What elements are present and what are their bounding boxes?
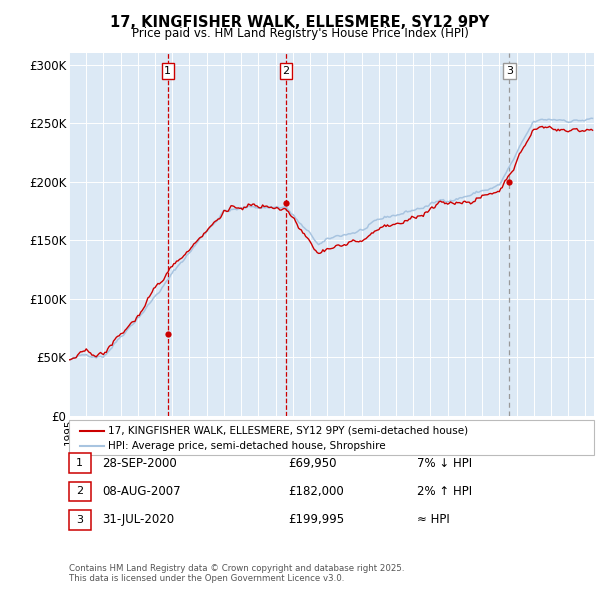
Text: £182,000: £182,000 [288,485,344,498]
Text: £69,950: £69,950 [288,457,337,470]
Text: £199,995: £199,995 [288,513,344,526]
Text: 17, KINGFISHER WALK, ELLESMERE, SY12 9PY (semi-detached house): 17, KINGFISHER WALK, ELLESMERE, SY12 9PY… [108,426,468,435]
Text: 1: 1 [76,458,83,468]
Text: ≈ HPI: ≈ HPI [417,513,450,526]
Text: 08-AUG-2007: 08-AUG-2007 [102,485,181,498]
Text: 3: 3 [76,515,83,525]
Text: HPI: Average price, semi-detached house, Shropshire: HPI: Average price, semi-detached house,… [108,441,386,451]
Text: Contains HM Land Registry data © Crown copyright and database right 2025.
This d: Contains HM Land Registry data © Crown c… [69,563,404,583]
Text: 2: 2 [283,66,289,76]
Text: 2% ↑ HPI: 2% ↑ HPI [417,485,472,498]
Text: 17, KINGFISHER WALK, ELLESMERE, SY12 9PY: 17, KINGFISHER WALK, ELLESMERE, SY12 9PY [110,15,490,30]
Text: 28-SEP-2000: 28-SEP-2000 [102,457,177,470]
Text: Price paid vs. HM Land Registry's House Price Index (HPI): Price paid vs. HM Land Registry's House … [131,27,469,40]
Text: 2: 2 [76,487,83,496]
Text: 3: 3 [506,66,513,76]
Text: 7% ↓ HPI: 7% ↓ HPI [417,457,472,470]
Text: 31-JUL-2020: 31-JUL-2020 [102,513,174,526]
Text: 1: 1 [164,66,172,76]
